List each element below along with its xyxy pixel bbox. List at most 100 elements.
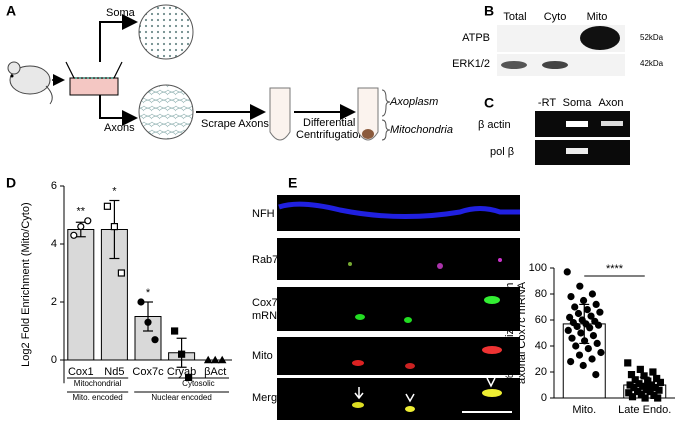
panel-label: E bbox=[288, 175, 297, 191]
tube bbox=[357, 87, 379, 141]
data-point bbox=[567, 293, 575, 301]
data-point bbox=[573, 322, 581, 331]
arrowhead bbox=[486, 377, 496, 388]
mouse-body bbox=[9, 65, 51, 95]
data-point bbox=[564, 326, 572, 334]
mouse bbox=[7, 61, 53, 105]
group-label: Cytosolic bbox=[182, 379, 214, 388]
column-label: -RT bbox=[538, 97, 556, 109]
column-label: Axon bbox=[598, 97, 623, 109]
soma-dish bbox=[138, 4, 194, 60]
size-label: 42kDa bbox=[640, 59, 664, 68]
row-label: pol β bbox=[490, 146, 514, 158]
data-point bbox=[641, 394, 649, 402]
data-point bbox=[646, 387, 654, 396]
data-point bbox=[171, 327, 179, 335]
row-label: Mito bbox=[252, 350, 273, 362]
panel-label: D bbox=[6, 175, 16, 191]
micrograph bbox=[277, 337, 520, 375]
mouse-eye bbox=[10, 74, 14, 78]
data-point bbox=[649, 368, 657, 376]
y-tick-label: 80 bbox=[535, 288, 547, 300]
arrowhead bbox=[405, 393, 415, 403]
signal bbox=[482, 389, 502, 397]
arrow bbox=[99, 14, 138, 62]
column-label: Total bbox=[503, 11, 526, 23]
label: Axons bbox=[104, 122, 135, 134]
pellet bbox=[362, 129, 374, 139]
data-point bbox=[636, 365, 644, 373]
data-point bbox=[630, 384, 638, 392]
data-point bbox=[656, 378, 664, 386]
x-tick-label: Cox1 bbox=[68, 366, 94, 378]
signal bbox=[498, 258, 502, 262]
data-point bbox=[571, 303, 579, 311]
axon-dish bbox=[138, 84, 194, 140]
chamber-insert bbox=[65, 61, 123, 79]
y-tick-label: 100 bbox=[529, 262, 547, 274]
band bbox=[566, 121, 588, 127]
signal bbox=[352, 402, 364, 408]
data-point bbox=[592, 300, 600, 308]
tube bbox=[269, 87, 291, 141]
data-point bbox=[597, 348, 605, 357]
data-point bbox=[178, 350, 186, 358]
band bbox=[542, 61, 568, 69]
row-label: NFH bbox=[252, 208, 275, 220]
data-point bbox=[103, 202, 112, 210]
significance: * bbox=[112, 185, 117, 197]
row-label: ERK1/2 bbox=[452, 58, 490, 70]
x-tick-label: Mito. bbox=[572, 404, 596, 416]
y-tick-label: 0 bbox=[541, 392, 547, 404]
data-point bbox=[625, 389, 633, 397]
data-point bbox=[70, 231, 78, 239]
band bbox=[580, 26, 620, 50]
column-label: Cyto bbox=[544, 11, 567, 23]
data-point bbox=[631, 376, 639, 384]
data-point bbox=[144, 318, 152, 326]
data-point bbox=[640, 372, 648, 380]
signal bbox=[405, 406, 415, 412]
x-tick-label: βAct bbox=[204, 366, 226, 378]
data-point bbox=[566, 313, 574, 321]
data-point bbox=[77, 223, 85, 231]
label: Axoplasm bbox=[389, 96, 438, 108]
data-point bbox=[210, 355, 220, 364]
data-point bbox=[593, 339, 601, 347]
data-point bbox=[653, 374, 661, 383]
data-point bbox=[587, 312, 595, 320]
data-point bbox=[203, 355, 213, 364]
micrograph bbox=[277, 378, 520, 420]
data-point bbox=[574, 309, 583, 318]
data-point bbox=[563, 268, 571, 276]
data-point bbox=[589, 332, 598, 340]
data-point bbox=[110, 223, 119, 231]
data-point bbox=[588, 290, 597, 298]
data-point bbox=[628, 393, 637, 401]
row-label: ATPB bbox=[462, 32, 490, 44]
data-point bbox=[575, 351, 584, 359]
signal bbox=[355, 314, 365, 320]
data-point bbox=[580, 337, 589, 345]
row-label: mRNA bbox=[252, 310, 285, 322]
label: Centrifugation bbox=[296, 129, 365, 141]
data-point bbox=[627, 371, 636, 379]
data-point bbox=[584, 345, 592, 353]
group-label: Nuclear encoded bbox=[151, 393, 211, 402]
data-point bbox=[594, 321, 603, 329]
data-point bbox=[576, 282, 584, 290]
y-tick-label: 0 bbox=[51, 354, 57, 366]
y-tick-label: 2 bbox=[51, 296, 57, 308]
panel-label: A bbox=[6, 3, 16, 19]
y-axis-label: %Colocalization with bbox=[504, 283, 516, 384]
data-point bbox=[217, 355, 227, 364]
data-point bbox=[583, 306, 591, 314]
mouse-ear bbox=[7, 61, 21, 75]
size-label: 52kDa bbox=[640, 33, 664, 42]
data-point bbox=[567, 358, 575, 366]
signal bbox=[348, 262, 352, 266]
brace bbox=[381, 119, 391, 141]
